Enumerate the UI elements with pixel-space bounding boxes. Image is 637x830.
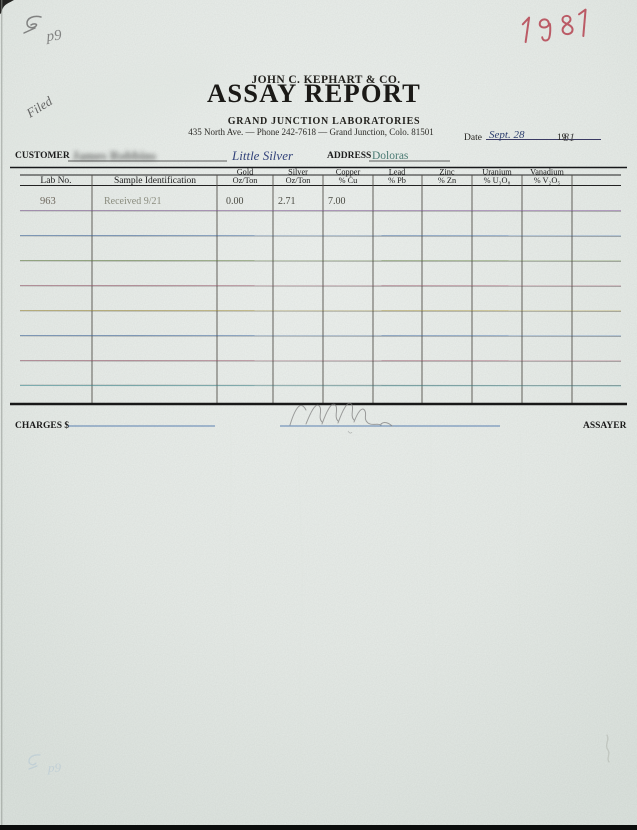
svg-text:% Cu: % Cu xyxy=(339,176,358,185)
svg-text:Oz/Ton: Oz/Ton xyxy=(286,176,312,185)
svg-text:7.00: 7.00 xyxy=(328,196,346,207)
svg-text:p9: p9 xyxy=(45,27,63,45)
svg-text:963: 963 xyxy=(40,196,56,207)
svg-text:% Zn: % Zn xyxy=(438,176,457,185)
svg-text:ASSAYER: ASSAYER xyxy=(583,421,627,431)
svg-text:81: 81 xyxy=(563,130,575,144)
svg-text:p9: p9 xyxy=(47,760,62,775)
svg-text:% Pb: % Pb xyxy=(388,176,406,185)
svg-text:Received 9/21: Received 9/21 xyxy=(104,196,161,207)
svg-text:CHARGES $: CHARGES $ xyxy=(15,420,69,431)
svg-text:Doloras: Doloras xyxy=(372,150,409,162)
svg-text:Sept. 28: Sept. 28 xyxy=(489,129,525,141)
svg-text:ASSAY REPORT: ASSAY REPORT xyxy=(207,78,421,108)
svg-text:% U₃O₈: % U₃O₈ xyxy=(484,176,511,185)
svg-text:GRAND JUNCTION LABORATORIES: GRAND JUNCTION LABORATORIES xyxy=(228,116,420,127)
svg-text:0.00: 0.00 xyxy=(226,196,244,207)
svg-text:ADDRESS: ADDRESS xyxy=(327,151,371,161)
svg-text:% V₂O₅: % V₂O₅ xyxy=(534,176,561,185)
svg-text:Sample Identification: Sample Identification xyxy=(114,175,196,186)
svg-text:Date: Date xyxy=(464,133,482,143)
svg-text:2.71: 2.71 xyxy=(278,196,296,207)
svg-text:CUSTOMER: CUSTOMER xyxy=(15,151,70,161)
svg-text:Oz/Ton: Oz/Ton xyxy=(233,176,259,185)
svg-text:435 North Ave. — Phone 242-761: 435 North Ave. — Phone 242-7618 — Grand … xyxy=(188,127,434,137)
svg-text:Little Silver: Little Silver xyxy=(231,148,294,163)
svg-text:Lab No.: Lab No. xyxy=(40,176,71,186)
